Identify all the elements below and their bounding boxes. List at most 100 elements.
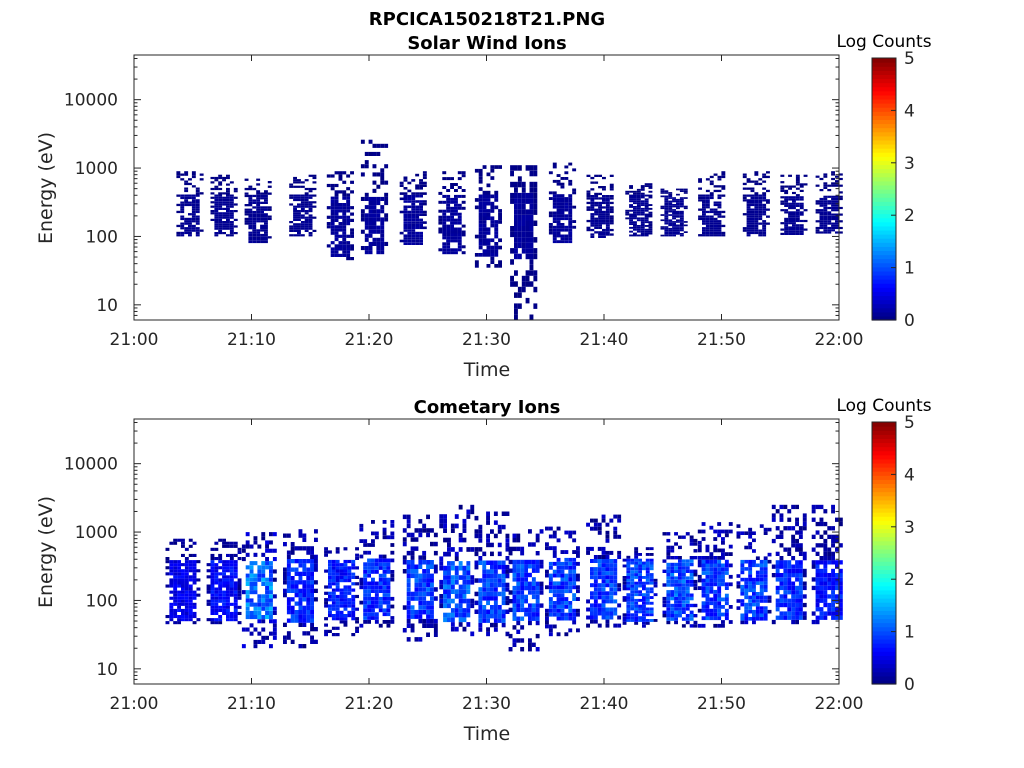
pixel: [406, 523, 411, 529]
pixel: [670, 569, 675, 573]
pixel: [414, 546, 419, 551]
colorbar-swatch: [872, 234, 896, 239]
pixel: [267, 192, 272, 195]
pixel: [525, 165, 530, 171]
pixel: [516, 572, 521, 578]
pixel: [454, 594, 459, 599]
pixel: [676, 202, 680, 204]
pixel: [304, 179, 309, 182]
pixel: [382, 581, 387, 586]
pixel: [414, 569, 419, 574]
pixel: [713, 185, 718, 188]
pixel: [648, 213, 653, 216]
pixel: [516, 594, 521, 600]
pixel: [195, 199, 200, 202]
pixel: [184, 187, 189, 190]
pixel: [249, 598, 254, 603]
pixel: [721, 171, 726, 174]
pixel: [645, 613, 650, 617]
pixel: [188, 593, 193, 597]
pixel: [766, 175, 770, 179]
pixel: [478, 524, 483, 530]
pixel: [380, 229, 385, 234]
burst-12: [625, 183, 653, 237]
pixel: [264, 222, 268, 225]
pixel: [302, 567, 307, 572]
pixel: [552, 211, 557, 215]
pixel: [560, 565, 565, 570]
pixel: [702, 231, 706, 235]
pixel: [293, 198, 297, 202]
pixel: [705, 593, 710, 598]
pixel: [346, 209, 351, 213]
pixel: [795, 619, 799, 625]
pixel: [721, 578, 725, 583]
pixel: [520, 559, 525, 565]
pixel: [701, 567, 706, 572]
y-tick-label: 10: [96, 296, 118, 316]
pixel: [177, 560, 181, 564]
pixel: [339, 566, 344, 570]
pixel: [382, 570, 387, 574]
pixel: [568, 194, 573, 198]
pixel: [347, 566, 352, 570]
pixel: [328, 569, 332, 573]
pixel: [257, 610, 262, 615]
pixel: [374, 585, 379, 590]
pixel: [648, 232, 653, 235]
pixel: [261, 602, 266, 607]
pixel: [819, 594, 824, 599]
pixel: [736, 584, 741, 589]
pixel: [450, 218, 454, 222]
pixel: [746, 215, 751, 218]
pixel: [257, 639, 262, 644]
pixel: [660, 192, 665, 194]
pixel: [249, 581, 254, 586]
pixel: [601, 571, 606, 576]
pixel: [177, 599, 181, 603]
pixel: [233, 581, 238, 585]
pixel: [188, 229, 192, 232]
pixel: [490, 622, 494, 628]
pixel: [338, 225, 343, 229]
pixel: [446, 230, 451, 234]
pixel: [458, 589, 463, 594]
pixel: [709, 234, 714, 237]
pixel: [478, 245, 483, 250]
pixel: [226, 544, 230, 548]
pixel: [787, 607, 792, 612]
pixel: [838, 607, 843, 612]
pixel: [609, 208, 614, 211]
pixel: [788, 187, 792, 190]
pixel: [355, 626, 359, 630]
pixel: [629, 200, 633, 203]
pixel: [640, 187, 645, 189]
pixel: [360, 139, 365, 144]
pixel: [442, 230, 447, 234]
pixel: [486, 198, 491, 202]
pixel: [594, 210, 599, 214]
pixel: [289, 185, 294, 188]
pixel: [222, 196, 226, 199]
pixel: [576, 589, 580, 594]
pixel: [419, 210, 423, 214]
pixel: [835, 197, 839, 201]
pixel: [450, 215, 454, 219]
pixel: [775, 564, 780, 569]
pixel: [601, 575, 606, 580]
pixel: [748, 542, 753, 546]
pixel: [564, 612, 569, 617]
pixel: [493, 564, 498, 570]
pixel: [780, 200, 785, 203]
pixel: [823, 226, 828, 230]
pixel: [815, 530, 820, 535]
pixel: [724, 567, 729, 572]
pixel: [248, 236, 253, 239]
pixel: [346, 234, 351, 238]
pixel: [529, 242, 534, 249]
pixel: [482, 569, 487, 574]
pixel: [176, 171, 181, 174]
pixel: [390, 531, 395, 536]
pixel: [426, 532, 430, 538]
pixel: [605, 228, 610, 232]
